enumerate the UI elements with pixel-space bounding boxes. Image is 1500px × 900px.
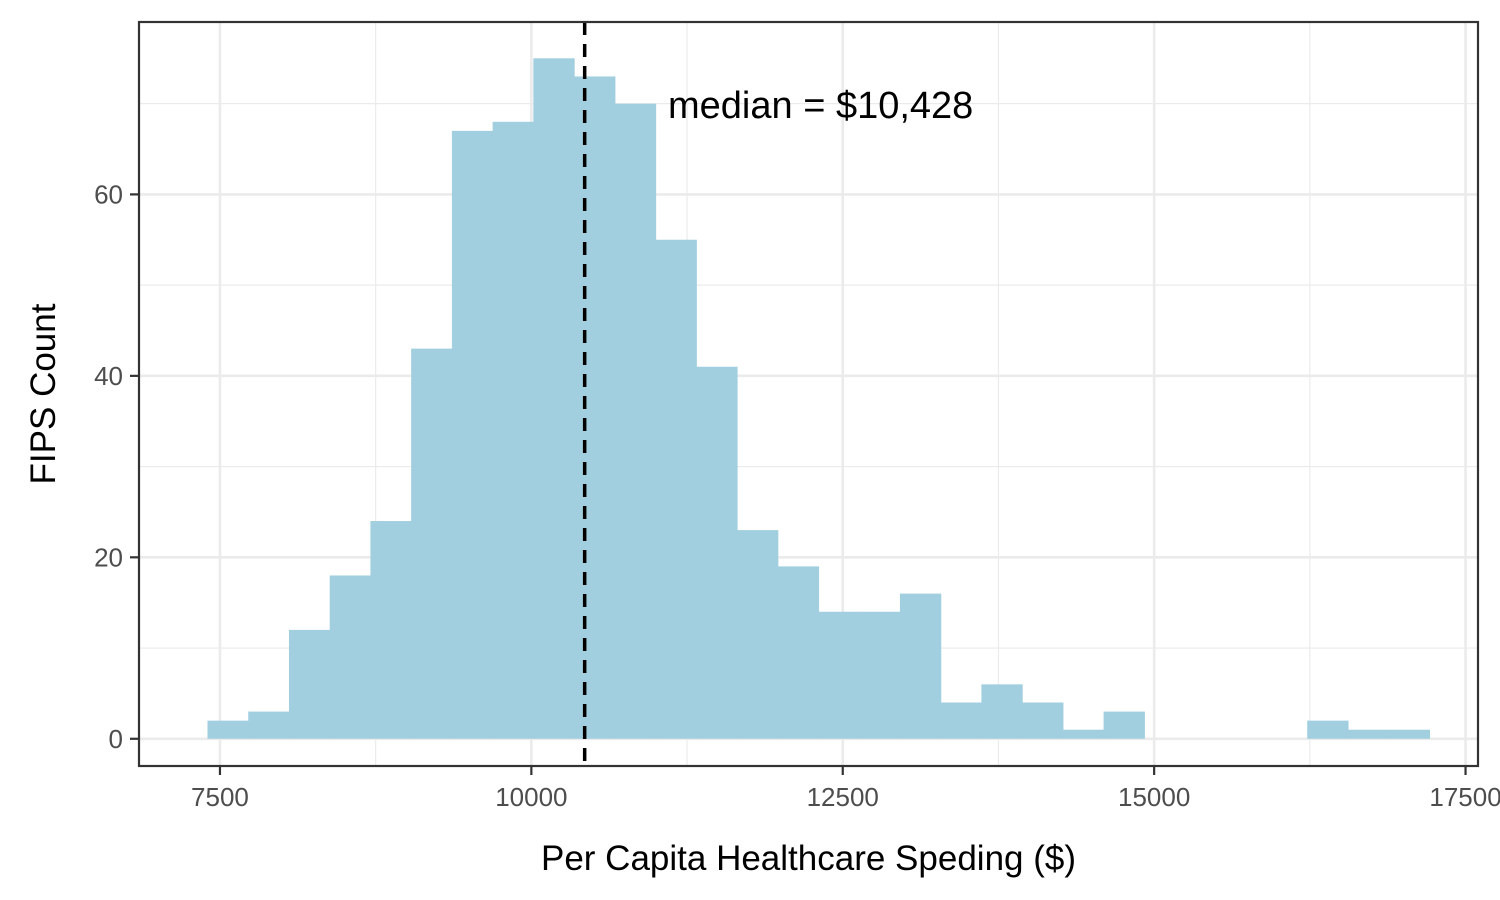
histogram-bar: [1022, 702, 1064, 739]
histogram-bar: [1103, 711, 1145, 739]
y-tick-label: 20: [94, 542, 123, 572]
x-axis-title: Per Capita Healthcare Speding ($): [541, 839, 1076, 878]
histogram-bar: [533, 58, 575, 739]
histogram-bar: [207, 720, 249, 739]
x-axis-ticks: 7500 10000 12500 15000 17500: [191, 766, 1500, 812]
x-tick-label: 17500: [1429, 782, 1500, 812]
histogram-bar: [981, 684, 1023, 739]
histogram-bar: [574, 76, 616, 739]
histogram-bar: [329, 575, 372, 739]
histogram-bar: [370, 521, 412, 739]
histogram-bar: [777, 566, 820, 739]
histogram-bar: [737, 530, 779, 739]
y-tick-label: 40: [94, 361, 123, 391]
histogram-bar: [1388, 729, 1431, 739]
histogram-bars: [207, 58, 1431, 739]
histogram-bar: [411, 348, 453, 739]
histogram-bar: [1307, 720, 1349, 739]
y-tick-label: 60: [94, 179, 123, 209]
median-annotation: median = $10,428: [668, 85, 973, 127]
histogram-bar: [940, 702, 982, 739]
x-tick-label: 7500: [191, 782, 249, 812]
histogram-bar: [859, 611, 901, 739]
histogram-bar: [1062, 729, 1105, 739]
panel-border: [137, 20, 1480, 768]
histogram-bar: [248, 711, 290, 739]
histogram-bar: [288, 629, 331, 739]
x-tick-label: 15000: [1118, 782, 1190, 812]
histogram-bar: [492, 121, 534, 739]
histogram-bar: [614, 103, 657, 739]
histogram-bar: [696, 366, 738, 739]
x-tick-label: 10000: [495, 782, 567, 812]
histogram-bar: [655, 239, 697, 739]
y-axis-ticks: 0 20 40 60: [94, 179, 139, 754]
y-tick-label: 0: [109, 724, 123, 754]
histogram-bar: [899, 593, 942, 739]
histogram-bar: [818, 611, 860, 739]
histogram-bar: [1347, 729, 1390, 739]
x-tick-label: 12500: [807, 782, 879, 812]
y-axis-title: FIPS Count: [24, 303, 63, 484]
histogram-bar: [451, 130, 494, 739]
